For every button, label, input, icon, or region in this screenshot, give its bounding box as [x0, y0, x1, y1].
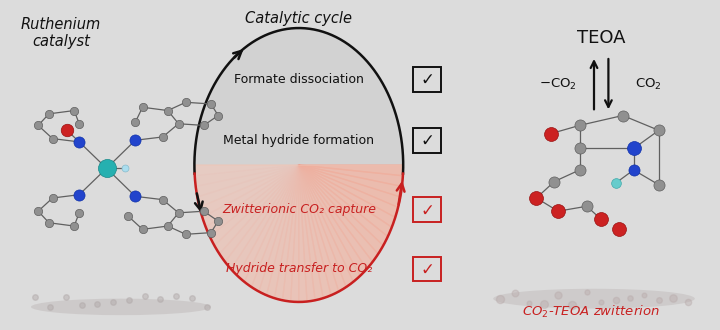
Polygon shape: [194, 165, 299, 186]
Polygon shape: [299, 165, 400, 207]
Text: $\checkmark$: $\checkmark$: [420, 70, 433, 88]
Polygon shape: [196, 165, 299, 197]
Ellipse shape: [493, 289, 695, 309]
Text: $\checkmark$: $\checkmark$: [420, 131, 433, 149]
Polygon shape: [299, 165, 354, 287]
Polygon shape: [299, 165, 323, 300]
Polygon shape: [220, 165, 299, 262]
Polygon shape: [238, 165, 299, 282]
Text: CO$_2$-TEOA zwitterion: CO$_2$-TEOA zwitterion: [521, 304, 660, 320]
Text: TEOA: TEOA: [577, 29, 626, 47]
Polygon shape: [299, 165, 307, 302]
Text: Formate dissociation: Formate dissociation: [234, 73, 364, 86]
Polygon shape: [299, 165, 360, 282]
Polygon shape: [194, 165, 299, 176]
Text: $\checkmark$: $\checkmark$: [420, 260, 433, 278]
Polygon shape: [194, 28, 403, 165]
Polygon shape: [210, 165, 299, 246]
Polygon shape: [299, 165, 338, 295]
Text: CO$_2$: CO$_2$: [634, 77, 662, 92]
Polygon shape: [251, 165, 299, 291]
Polygon shape: [299, 165, 398, 217]
Text: Zwitterionic CO₂ capture: Zwitterionic CO₂ capture: [222, 203, 376, 216]
Text: $\checkmark$: $\checkmark$: [420, 201, 433, 218]
Polygon shape: [299, 165, 388, 246]
Polygon shape: [225, 165, 299, 269]
Polygon shape: [194, 165, 403, 302]
Polygon shape: [282, 165, 299, 302]
Polygon shape: [231, 165, 299, 276]
Polygon shape: [299, 165, 395, 227]
Polygon shape: [274, 165, 299, 300]
Text: Ruthenium
catalyst: Ruthenium catalyst: [21, 17, 102, 49]
Polygon shape: [266, 165, 299, 298]
Polygon shape: [299, 165, 383, 254]
Polygon shape: [299, 165, 402, 197]
Polygon shape: [299, 165, 392, 237]
Polygon shape: [299, 165, 346, 291]
Polygon shape: [299, 165, 366, 276]
Text: Hydride transfer to CO₂: Hydride transfer to CO₂: [225, 262, 372, 276]
Polygon shape: [206, 165, 299, 237]
Text: Catalytic cycle: Catalytic cycle: [246, 11, 352, 26]
Polygon shape: [197, 165, 299, 207]
Polygon shape: [299, 165, 315, 302]
Polygon shape: [215, 165, 299, 254]
Polygon shape: [299, 165, 378, 262]
Ellipse shape: [31, 299, 211, 315]
Polygon shape: [299, 165, 403, 186]
Polygon shape: [299, 165, 403, 176]
Polygon shape: [299, 165, 373, 269]
Polygon shape: [291, 165, 299, 302]
Polygon shape: [199, 165, 299, 217]
Polygon shape: [202, 165, 299, 227]
Polygon shape: [259, 165, 299, 295]
Polygon shape: [299, 165, 331, 298]
Text: $-$CO$_2$: $-$CO$_2$: [539, 77, 577, 92]
Polygon shape: [244, 165, 299, 287]
Text: Metal hydride formation: Metal hydride formation: [223, 134, 374, 147]
